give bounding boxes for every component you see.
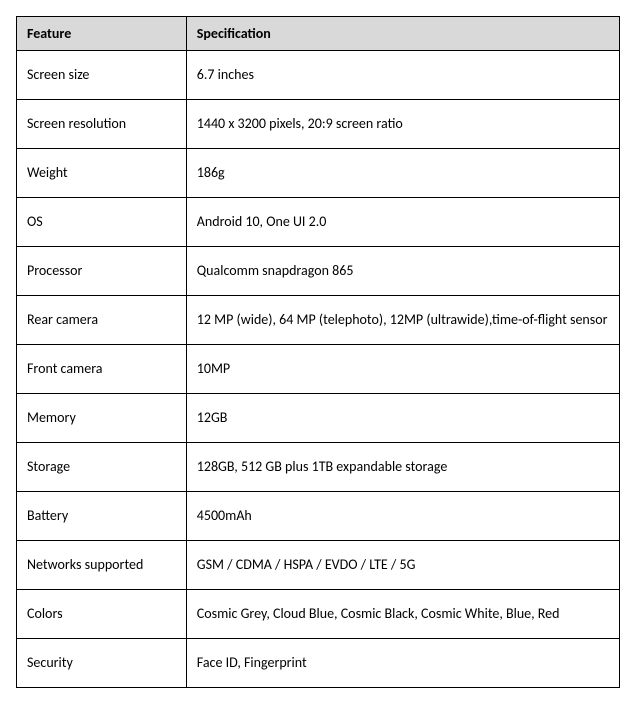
- spec-cell: 186g: [186, 149, 619, 198]
- feature-cell: Battery: [17, 492, 187, 541]
- spec-table: Feature Specification Screen size 6.7 in…: [16, 16, 620, 688]
- table-row: Weight 186g: [17, 149, 620, 198]
- feature-cell: OS: [17, 198, 187, 247]
- table-row: Storage 128GB, 512 GB plus 1TB expandabl…: [17, 443, 620, 492]
- spec-cell: Face ID, Fingerprint: [186, 639, 619, 688]
- feature-cell: Processor: [17, 247, 187, 296]
- spec-cell: Qualcomm snapdragon 865: [186, 247, 619, 296]
- table-header-row: Feature Specification: [17, 17, 620, 51]
- spec-cell: 6.7 inches: [186, 51, 619, 100]
- spec-cell: Android 10, One UI 2.0: [186, 198, 619, 247]
- table-row: Processor Qualcomm snapdragon 865: [17, 247, 620, 296]
- table-row: Screen resolution 1440 x 3200 pixels, 20…: [17, 100, 620, 149]
- spec-cell: 10MP: [186, 345, 619, 394]
- table-row: Front camera 10MP: [17, 345, 620, 394]
- spec-cell: GSM / CDMA / HSPA / EVDO / LTE / 5G: [186, 541, 619, 590]
- column-header-feature: Feature: [17, 17, 187, 51]
- feature-cell: Weight: [17, 149, 187, 198]
- feature-cell: Colors: [17, 590, 187, 639]
- spec-cell: 12 MP (wide), 64 MP (telephoto), 12MP (u…: [186, 296, 619, 345]
- feature-cell: Memory: [17, 394, 187, 443]
- table-row: Screen size 6.7 inches: [17, 51, 620, 100]
- table-row: Rear camera 12 MP (wide), 64 MP (telepho…: [17, 296, 620, 345]
- feature-cell: Screen size: [17, 51, 187, 100]
- column-header-spec: Specification: [186, 17, 619, 51]
- table-row: Colors Cosmic Grey, Cloud Blue, Cosmic B…: [17, 590, 620, 639]
- feature-cell: Rear camera: [17, 296, 187, 345]
- feature-cell: Front camera: [17, 345, 187, 394]
- table-row: Battery 4500mAh: [17, 492, 620, 541]
- table-row: Security Face ID, Fingerprint: [17, 639, 620, 688]
- feature-cell: Security: [17, 639, 187, 688]
- spec-cell: 1440 x 3200 pixels, 20:9 screen ratio: [186, 100, 619, 149]
- table-row: OS Android 10, One UI 2.0: [17, 198, 620, 247]
- spec-cell: Cosmic Grey, Cloud Blue, Cosmic Black, C…: [186, 590, 619, 639]
- table-row: Networks supported GSM / CDMA / HSPA / E…: [17, 541, 620, 590]
- spec-cell: 12GB: [186, 394, 619, 443]
- feature-cell: Screen resolution: [17, 100, 187, 149]
- feature-cell: Storage: [17, 443, 187, 492]
- table-row: Memory 12GB: [17, 394, 620, 443]
- feature-cell: Networks supported: [17, 541, 187, 590]
- spec-cell: 4500mAh: [186, 492, 619, 541]
- spec-cell: 128GB, 512 GB plus 1TB expandable storag…: [186, 443, 619, 492]
